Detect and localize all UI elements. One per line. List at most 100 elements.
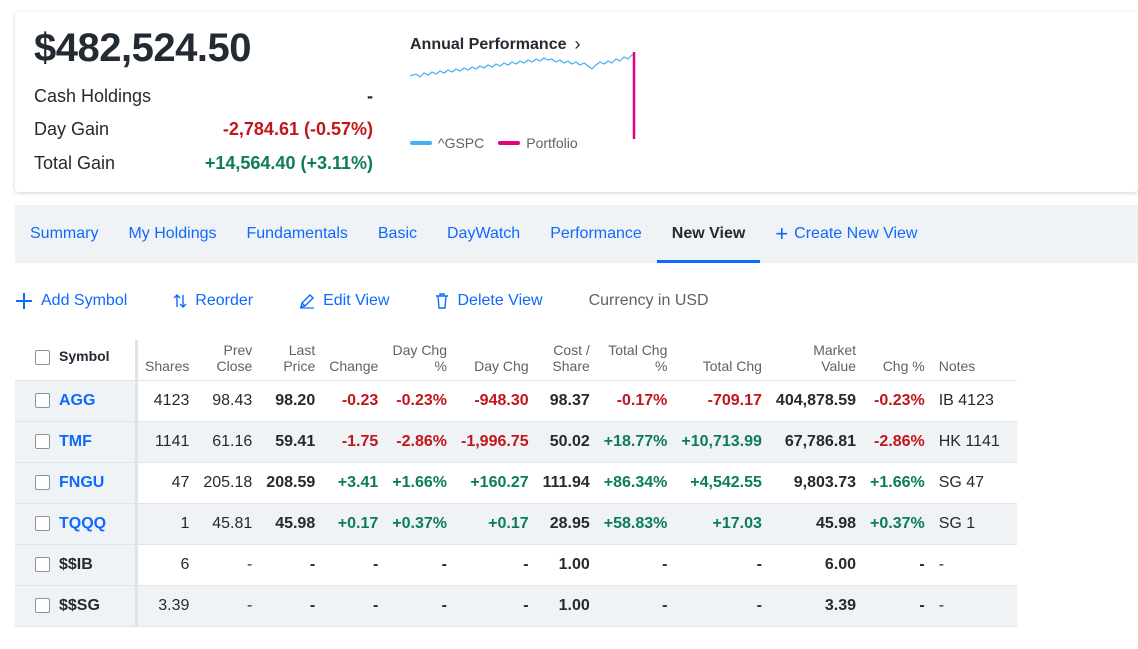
column-header-last-price[interactable]: Last Price bbox=[259, 340, 323, 381]
column-header-prev-close[interactable]: Prev Close bbox=[196, 340, 260, 381]
change-cell: +0.17 bbox=[322, 503, 386, 545]
last-price-cell: 45.98 bbox=[259, 503, 323, 545]
symbol-cell[interactable]: $$SG bbox=[15, 585, 138, 627]
total-chg-cell: - bbox=[674, 585, 769, 627]
cost-share-cell: 98.37 bbox=[535, 380, 597, 422]
total-chg-pct-cell: - bbox=[596, 585, 675, 627]
row-checkbox[interactable] bbox=[35, 515, 50, 531]
notes-cell: IB 4123 bbox=[931, 380, 1017, 422]
annual-performance-link[interactable]: Annual Performance › bbox=[410, 34, 580, 55]
total-chg-cell: +4,542.55 bbox=[674, 462, 769, 504]
last-price-cell: - bbox=[259, 585, 323, 627]
create-new-view-label: Create New View bbox=[794, 225, 918, 242]
symbol-cell[interactable]: TMF bbox=[15, 421, 138, 463]
gspc-swatch bbox=[410, 141, 432, 145]
create-new-view-button[interactable]: + Create New View bbox=[760, 205, 932, 263]
chart-legend: ^GSPC Portfolio bbox=[410, 135, 578, 151]
legend-item-portfolio: Portfolio bbox=[498, 135, 578, 151]
total-gain-value: +14,564.40 (+3.11%) bbox=[204, 153, 373, 173]
column-header-notes[interactable]: Notes bbox=[931, 340, 1017, 381]
table-row[interactable]: FNGU 47 205.18 208.59 +3.41 +1.66% +160.27 111.… bbox=[15, 462, 1017, 504]
tab-summary[interactable]: Summary bbox=[30, 225, 99, 242]
symbol-cell[interactable]: TQQQ bbox=[15, 503, 138, 545]
chg-pct-cell: +0.37% bbox=[863, 503, 932, 545]
day-chg-pct-cell: -0.23% bbox=[385, 380, 454, 422]
row-checkbox[interactable] bbox=[35, 556, 50, 572]
column-header-change[interactable]: Change bbox=[322, 340, 386, 381]
total-chg-cell: - bbox=[674, 544, 769, 586]
row-checkbox[interactable] bbox=[35, 392, 50, 408]
column-header-shares[interactable]: Shares bbox=[136, 340, 197, 381]
change-cell: -0.23 bbox=[322, 380, 386, 422]
gspc-series-line bbox=[410, 53, 636, 78]
cost-share-cell: 50.02 bbox=[535, 421, 597, 463]
symbol-link[interactable]: TQQQ bbox=[59, 514, 107, 532]
delete-view-button[interactable]: Delete View bbox=[435, 292, 543, 310]
row-checkbox[interactable] bbox=[35, 433, 50, 449]
table-row[interactable]: TQQQ 1 45.81 45.98 +0.17 +0.37% +0.17 28.95 +58.… bbox=[15, 503, 1017, 545]
tab-basic[interactable]: Basic bbox=[377, 225, 417, 242]
cost-share-cell: 1.00 bbox=[535, 544, 597, 586]
table-header-row: Symbol Shares Prev Close Last Price Change… bbox=[15, 340, 1017, 381]
column-header-total-chg-pct[interactable]: Total Chg% bbox=[596, 340, 675, 381]
day-chg-pct-cell: - bbox=[385, 544, 454, 586]
cash-holdings-row: Cash Holdings - bbox=[34, 86, 373, 107]
day-chg-cell: +160.27 bbox=[454, 462, 536, 504]
chg-pct-cell: +1.66% bbox=[863, 462, 932, 504]
chg-pct-cell: - bbox=[863, 544, 932, 586]
total-gain-row: Total Gain +14,564.40 (+3.11%) bbox=[34, 153, 373, 174]
day-chg-cell: - bbox=[454, 585, 536, 627]
add-symbol-button[interactable]: Add Symbol bbox=[15, 292, 127, 310]
day-chg-cell: +0.17 bbox=[454, 503, 536, 545]
column-header-day-chg[interactable]: Day Chg bbox=[454, 340, 536, 381]
column-header-day-chg-pct[interactable]: Day Chg% bbox=[385, 340, 454, 381]
shares-cell: 1141 bbox=[136, 421, 197, 463]
change-cell: - bbox=[322, 585, 386, 627]
symbol-cell[interactable]: FNGU bbox=[15, 462, 138, 504]
notes-cell: - bbox=[931, 544, 1017, 586]
tab-performance[interactable]: Performance bbox=[550, 225, 642, 242]
edit-view-button[interactable]: Edit View bbox=[299, 292, 389, 310]
portfolio-swatch bbox=[498, 141, 521, 145]
column-header-market-value[interactable]: Market Value bbox=[768, 340, 863, 381]
last-price-cell: 98.20 bbox=[259, 380, 323, 422]
table-row[interactable]: TMF 1141 61.16 59.41 -1.75 -2.86% -1,996.75 50.… bbox=[15, 421, 1017, 463]
chg-pct-cell: -2.86% bbox=[863, 421, 932, 463]
day-gain-value: -2,784.61 (-0.57%) bbox=[222, 119, 373, 139]
view-tabs: Summary My Holdings Fundamentals Basic D… bbox=[15, 205, 1138, 263]
symbol-link[interactable]: FNGU bbox=[59, 473, 105, 491]
portfolio-total-value: $482,524.50 bbox=[34, 26, 251, 70]
symbol-link[interactable]: AGG bbox=[59, 391, 96, 409]
symbol-cell[interactable]: AGG bbox=[15, 380, 138, 422]
tab-my-holdings[interactable]: My Holdings bbox=[128, 225, 217, 242]
column-header-symbol[interactable]: Symbol bbox=[15, 340, 138, 381]
annual-performance-sparkline bbox=[410, 52, 636, 139]
symbol-link[interactable]: $$IB bbox=[59, 555, 93, 573]
tab-new-view[interactable]: New View bbox=[656, 205, 761, 263]
select-all-checkbox[interactable] bbox=[35, 350, 50, 366]
day-gain-row: Day Gain -2,784.61 (-0.57%) bbox=[34, 119, 373, 140]
row-checkbox[interactable] bbox=[35, 474, 50, 490]
reorder-button[interactable]: Reorder bbox=[173, 292, 253, 310]
day-gain-label: Day Gain bbox=[34, 119, 110, 139]
tab-fundamentals[interactable]: Fundamentals bbox=[246, 225, 348, 242]
table-row[interactable]: $$IB 6- - - - -1.00- -6.00- - bbox=[15, 544, 1017, 586]
column-header-cost-share[interactable]: Cost / Share bbox=[535, 340, 597, 381]
row-checkbox[interactable] bbox=[35, 597, 50, 613]
prev-close-cell: 45.81 bbox=[196, 503, 260, 545]
table-row[interactable]: $$SG 3.39- - - - -1.00- -3.39- - bbox=[15, 585, 1017, 627]
symbol-link[interactable]: $$SG bbox=[59, 596, 100, 614]
symbol-cell[interactable]: $$IB bbox=[15, 544, 138, 586]
cost-share-cell: 111.94 bbox=[535, 462, 597, 504]
total-chg-cell: +17.03 bbox=[674, 503, 769, 545]
table-row[interactable]: AGG 4123 98.43 98.20 -0.23 -0.23% -948.30 98.37… bbox=[15, 380, 1017, 422]
symbol-link[interactable]: TMF bbox=[59, 432, 92, 450]
cash-holdings-label: Cash Holdings bbox=[34, 86, 152, 106]
plus-icon: + bbox=[775, 221, 789, 246]
column-header-total-chg[interactable]: Total Chg bbox=[674, 340, 769, 381]
tab-daywatch[interactable]: DayWatch bbox=[447, 225, 521, 242]
delete-view-label: Delete View bbox=[457, 292, 543, 309]
day-chg-pct-cell: -2.86% bbox=[385, 421, 454, 463]
total-chg-cell: +10,713.99 bbox=[674, 421, 769, 463]
column-header-chg-pct[interactable]: Chg % bbox=[863, 340, 932, 381]
